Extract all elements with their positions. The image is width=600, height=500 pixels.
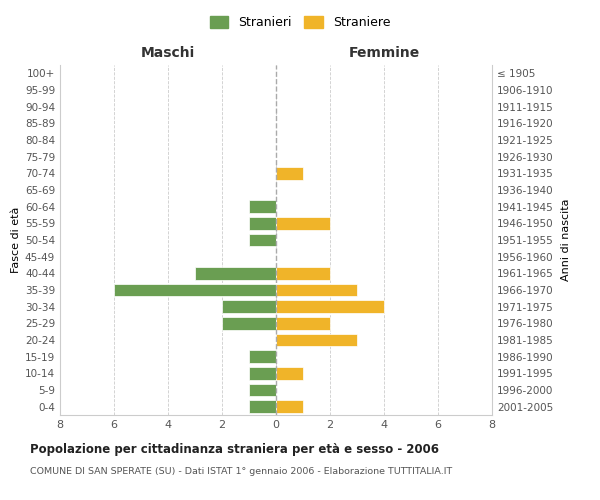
Bar [114, 284, 276, 296]
Text: Femmine: Femmine [349, 46, 419, 60]
Bar [222, 300, 276, 313]
Bar [276, 300, 384, 313]
Text: Maschi: Maschi [141, 46, 195, 60]
Bar [276, 267, 330, 280]
Bar [249, 350, 276, 363]
Bar [195, 267, 276, 280]
Bar [249, 384, 276, 396]
Bar [249, 400, 276, 413]
Bar [276, 317, 330, 330]
Bar [249, 217, 276, 230]
Bar [276, 167, 303, 179]
Legend: Stranieri, Straniere: Stranieri, Straniere [205, 11, 395, 34]
Text: COMUNE DI SAN SPERATE (SU) - Dati ISTAT 1° gennaio 2006 - Elaborazione TUTTITALI: COMUNE DI SAN SPERATE (SU) - Dati ISTAT … [30, 468, 452, 476]
Bar [276, 367, 303, 380]
Bar [276, 334, 357, 346]
Bar [276, 400, 303, 413]
Bar [276, 284, 357, 296]
Bar [222, 317, 276, 330]
Bar [249, 367, 276, 380]
Bar [249, 234, 276, 246]
Text: Popolazione per cittadinanza straniera per età e sesso - 2006: Popolazione per cittadinanza straniera p… [30, 442, 439, 456]
Bar [249, 200, 276, 213]
Bar [276, 217, 330, 230]
Y-axis label: Anni di nascita: Anni di nascita [560, 198, 571, 281]
Y-axis label: Fasce di età: Fasce di età [11, 207, 21, 273]
